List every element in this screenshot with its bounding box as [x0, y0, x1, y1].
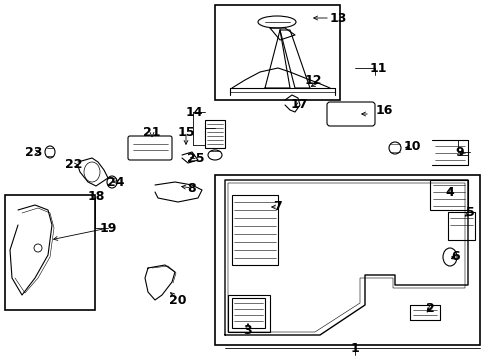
Text: 12: 12 [304, 73, 321, 86]
Text: 22: 22 [65, 158, 82, 171]
Text: 17: 17 [290, 99, 307, 112]
Text: 3: 3 [243, 324, 252, 337]
Text: 9: 9 [455, 145, 464, 158]
Text: 11: 11 [368, 62, 386, 75]
Text: 23: 23 [25, 145, 42, 158]
Text: 4: 4 [445, 185, 453, 198]
Bar [429, 180, 467, 210]
Text: 19: 19 [99, 221, 117, 234]
Text: 1: 1 [350, 342, 359, 355]
Bar [447, 212, 474, 240]
Text: 6: 6 [451, 251, 459, 264]
Text: 15: 15 [177, 126, 194, 139]
Text: 2: 2 [425, 302, 433, 315]
Bar [215, 5, 339, 100]
Text: 10: 10 [403, 140, 420, 153]
Text: 7: 7 [273, 201, 282, 213]
Text: 14: 14 [185, 105, 203, 118]
Bar [215, 175, 479, 345]
Bar [231, 298, 264, 328]
Text: 8: 8 [187, 181, 196, 194]
Text: 13: 13 [328, 12, 346, 24]
Text: 24: 24 [107, 175, 124, 189]
Text: 5: 5 [465, 207, 473, 220]
Bar [227, 295, 269, 332]
Text: 21: 21 [143, 126, 161, 139]
Text: 20: 20 [169, 293, 186, 306]
Text: 18: 18 [87, 190, 104, 203]
Text: 16: 16 [375, 104, 392, 117]
Bar [204, 120, 224, 148]
Text: 25: 25 [187, 152, 204, 165]
Bar [231, 195, 278, 265]
Bar [5, 195, 95, 310]
